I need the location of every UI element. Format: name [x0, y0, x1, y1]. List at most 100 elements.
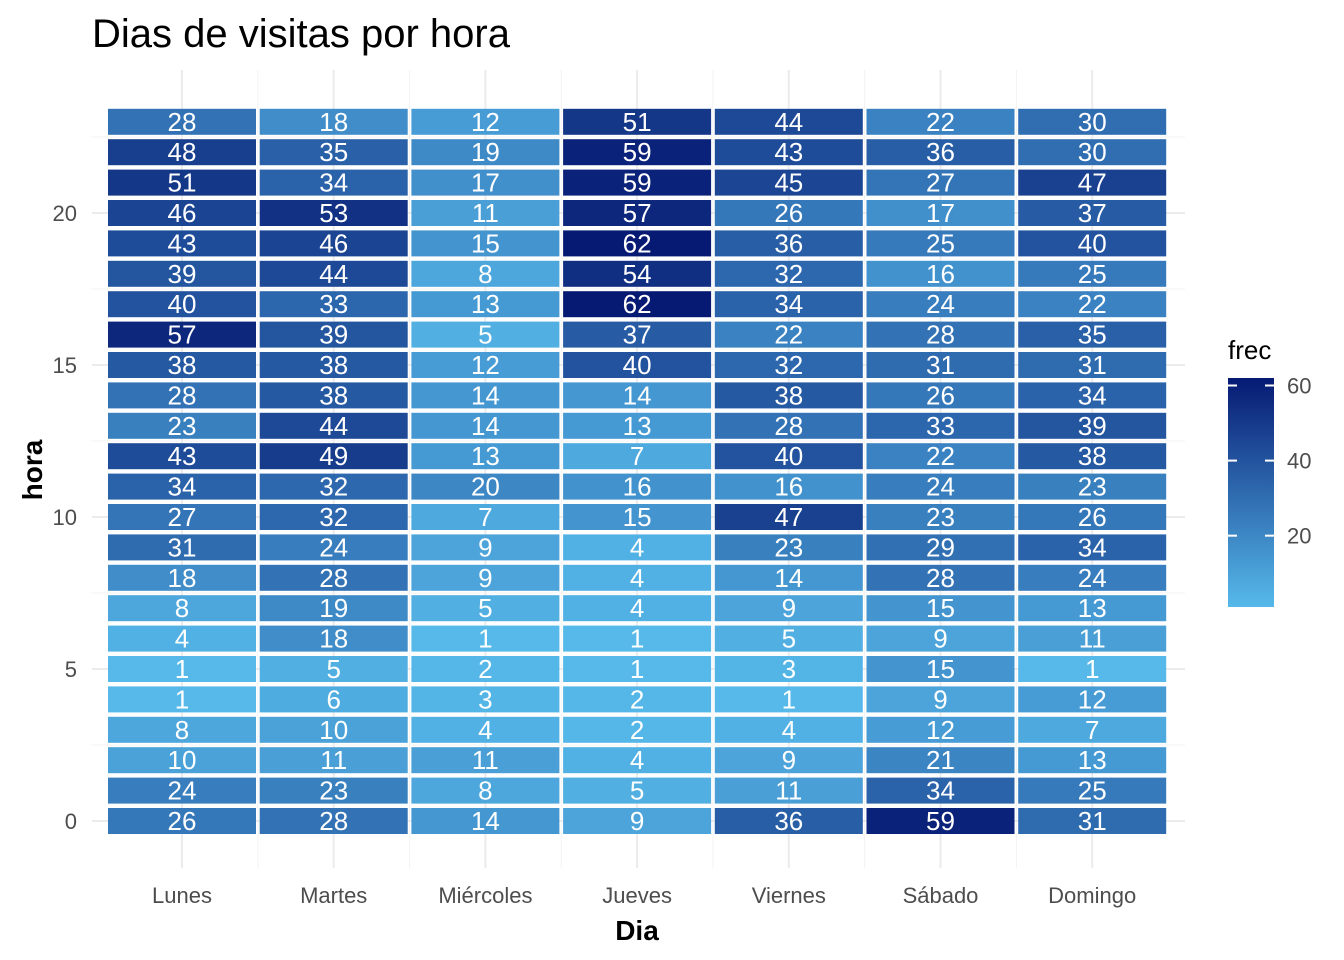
heatmap-cell	[108, 443, 256, 470]
heatmap-cells	[108, 108, 1167, 834]
cell-value-label: 43	[168, 228, 197, 258]
heatmap-cell	[259, 169, 408, 196]
cell-value-label: 62	[623, 228, 652, 258]
heatmap-cell	[714, 412, 863, 439]
cell-value-label: 38	[319, 350, 348, 380]
legend-colorbar	[1228, 378, 1274, 607]
cell-value-label: 43	[774, 137, 803, 167]
cell-value-label: 44	[774, 107, 803, 137]
heatmap-cell	[108, 534, 256, 561]
heatmap-cell	[866, 169, 1015, 196]
cell-value-label: 46	[319, 228, 348, 258]
x-tick-label: Miércoles	[438, 883, 532, 908]
cell-value-label: 49	[319, 441, 348, 471]
heatmap-cell	[714, 595, 863, 622]
cell-value-label: 16	[774, 472, 803, 502]
cell-value-label: 11	[320, 745, 347, 775]
heatmap-cell	[1018, 564, 1167, 591]
cell-value-label: 4	[630, 532, 644, 562]
heatmap-cell	[108, 169, 256, 196]
cell-value-label: 11	[1079, 624, 1106, 654]
cell-value-label: 14	[471, 806, 500, 836]
heatmap-cell	[1018, 716, 1167, 743]
heatmap-cell	[714, 291, 863, 318]
heatmap-cell	[714, 534, 863, 561]
cell-value-label: 8	[478, 776, 492, 806]
cell-value-label: 12	[471, 107, 500, 137]
cell-value-label: 10	[319, 715, 348, 745]
x-tick-label: Domingo	[1048, 883, 1136, 908]
heatmap-cell	[1018, 686, 1167, 713]
heatmap-cell	[411, 443, 560, 470]
cell-value-label: 1	[630, 624, 644, 654]
chart-title: Dias de visitas por hora	[92, 12, 511, 56]
heatmap-cell	[259, 473, 408, 500]
heatmap-cell	[108, 382, 256, 409]
cell-value-label: 14	[471, 380, 500, 410]
cell-value-label: 15	[471, 228, 500, 258]
heatmap-cell	[259, 808, 408, 834]
heatmap-cell	[259, 656, 408, 682]
heatmap-cell	[1018, 412, 1167, 439]
cell-value-label: 39	[1078, 411, 1107, 441]
heatmap-cell	[259, 686, 408, 713]
heatmap-cell	[108, 412, 256, 439]
cell-value-label: 34	[926, 776, 955, 806]
heatmap-cell	[1018, 534, 1167, 561]
cell-value-label: 14	[471, 411, 500, 441]
heatmap-cell	[866, 473, 1015, 500]
cell-value-label: 33	[926, 411, 955, 441]
cell-value-label: 43	[168, 441, 197, 471]
heatmap-cell	[1018, 352, 1167, 378]
heatmap-cell	[259, 291, 408, 318]
cell-value-label: 23	[319, 776, 348, 806]
cell-value-label: 59	[623, 137, 652, 167]
cell-value-label: 27	[926, 168, 955, 198]
heatmap-cell	[1018, 200, 1167, 226]
heatmap-cell	[259, 716, 408, 743]
heatmap-cell	[108, 595, 256, 622]
heatmap-cell	[866, 412, 1015, 439]
heatmap-cell	[259, 200, 408, 226]
heatmap-cell-labels: 2624108114818312734432328385740394346514…	[168, 107, 1107, 836]
cell-value-label: 37	[623, 320, 652, 350]
cell-value-label: 13	[623, 411, 652, 441]
heatmap-cell	[108, 777, 256, 804]
heatmap-cell	[1018, 169, 1167, 196]
heatmap-cell	[108, 747, 256, 774]
heatmap-cell	[714, 200, 863, 226]
cell-value-label: 5	[782, 624, 796, 654]
cell-value-label: 20	[471, 472, 500, 502]
heatmap-cell	[563, 412, 712, 439]
cell-value-label: 34	[774, 289, 803, 319]
heatmap-cell	[108, 108, 256, 135]
heatmap-cell	[411, 412, 560, 439]
heatmap-cell	[866, 260, 1015, 287]
heatmap-cell	[259, 443, 408, 470]
cell-value-label: 15	[926, 654, 955, 684]
cell-value-label: 15	[623, 502, 652, 532]
cell-value-label: 45	[774, 168, 803, 198]
heatmap-cell	[714, 716, 863, 743]
cell-value-label: 26	[926, 380, 955, 410]
heatmap-cell	[1018, 230, 1167, 257]
heatmap-cell	[259, 352, 408, 378]
cell-value-label: 4	[630, 563, 644, 593]
cell-value-label: 28	[319, 806, 348, 836]
heatmap-cell	[866, 564, 1015, 591]
heatmap-cell	[714, 108, 863, 135]
heatmap-cell	[1018, 808, 1167, 834]
cell-value-label: 23	[774, 532, 803, 562]
cell-value-label: 22	[926, 441, 955, 471]
heatmap-cell	[563, 777, 712, 804]
heatmap-cell	[411, 352, 560, 378]
cell-value-label: 16	[623, 472, 652, 502]
heatmap-cell	[411, 595, 560, 622]
heatmap-cell	[563, 382, 712, 409]
heatmap-cell	[866, 291, 1015, 318]
legend-title: frec	[1228, 335, 1271, 365]
heatmap-cell	[411, 656, 560, 682]
cell-value-label: 3	[782, 654, 796, 684]
cell-value-label: 9	[933, 624, 947, 654]
heatmap-cell	[1018, 260, 1167, 287]
